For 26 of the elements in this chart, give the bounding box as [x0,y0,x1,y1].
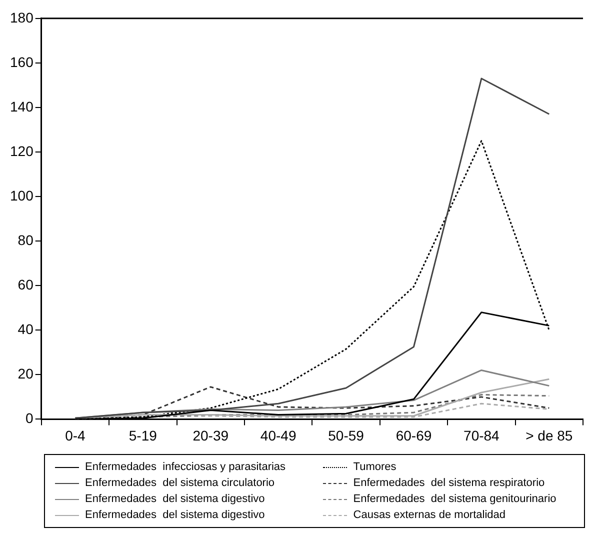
y-tick-label: 80 [18,232,34,248]
x-tick-label: 60-69 [396,427,432,444]
y-tick-label: 100 [10,187,34,204]
x-tick-label: > de 85 [526,427,573,444]
legend-label: Enfermedades del sistema circulatorio [85,477,275,489]
legend-label: Enfermedades del sistema respiratorio [353,477,545,489]
y-tick-label: 60 [18,276,34,292]
y-tick-label: 0 [26,410,34,426]
y-tick-label: 40 [18,320,34,337]
x-tick-label: 5-19 [128,427,158,444]
legend-label: Tumores [353,461,396,473]
x-tick-label: 0-4 [65,427,86,444]
y-tick-label: 180 [10,9,34,26]
x-tick-label: 70-84 [464,427,500,444]
y-tick-label: 120 [10,142,34,159]
legend-label: Causas externas de mortalidad [353,509,506,521]
legend-label: Enfermedades infecciosas y parasitarias [85,461,286,473]
x-tick-label: 20-39 [192,427,229,444]
legend-label: Enfermedades del sistema digestivo [85,493,265,505]
x-tick-label: 50-59 [328,427,364,444]
legend-label: Enfermedades del sistema genitourinario [353,493,556,505]
x-tick-label: 40-49 [260,427,296,444]
y-tick-label: 160 [10,54,34,70]
legend-label: Enfermedades del sistema digestivo [85,509,265,521]
y-tick-label: 140 [10,98,34,114]
y-tick-label: 20 [18,366,34,382]
